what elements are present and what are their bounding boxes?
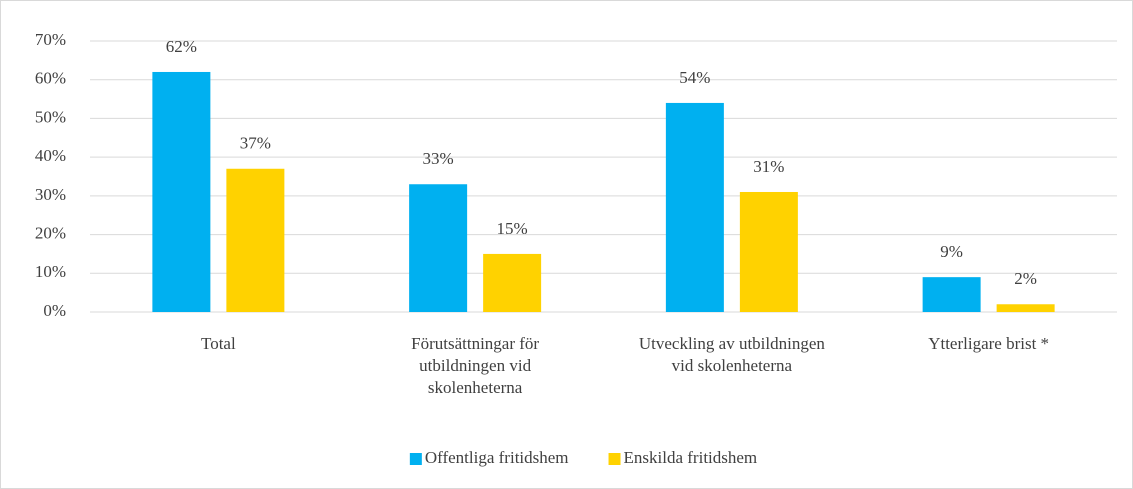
y-tick-label: 0% xyxy=(43,301,66,320)
legend-swatch xyxy=(608,453,621,465)
data-label: 2% xyxy=(1014,269,1037,288)
x-tick-label: Total xyxy=(201,334,236,353)
data-label: 62% xyxy=(166,37,197,56)
data-label: 33% xyxy=(423,149,454,168)
bar xyxy=(152,71,211,312)
data-label: 37% xyxy=(240,134,271,153)
y-tick-label: 50% xyxy=(35,107,66,126)
data-label: 54% xyxy=(679,68,710,87)
y-tick-label: 60% xyxy=(35,69,66,88)
x-tick-label: Ytterligare brist * xyxy=(928,334,1050,353)
y-tick-label: 30% xyxy=(35,185,66,204)
y-tick-label: 70% xyxy=(35,30,66,49)
data-label: 15% xyxy=(497,219,528,238)
bar xyxy=(996,304,1055,312)
x-tick-label: Förutsättningar för utbildningen vid sko… xyxy=(411,334,540,397)
bar xyxy=(409,184,468,312)
data-label: 9% xyxy=(940,242,963,261)
x-tick-label: Utveckling av utbildningen vid skolenhet… xyxy=(638,334,825,375)
bar xyxy=(483,253,542,312)
legend-swatch xyxy=(409,453,422,465)
bar xyxy=(739,191,798,312)
bar xyxy=(922,277,981,312)
bar xyxy=(665,102,724,312)
y-tick-label: 20% xyxy=(35,223,66,242)
legend-label: Offentliga fritidshem xyxy=(425,448,569,467)
bar xyxy=(226,168,285,312)
y-tick-label: 10% xyxy=(35,262,66,281)
legend-label: Enskilda fritidshem xyxy=(624,448,758,467)
data-label: 31% xyxy=(753,157,784,176)
y-tick-label: 40% xyxy=(35,146,66,165)
